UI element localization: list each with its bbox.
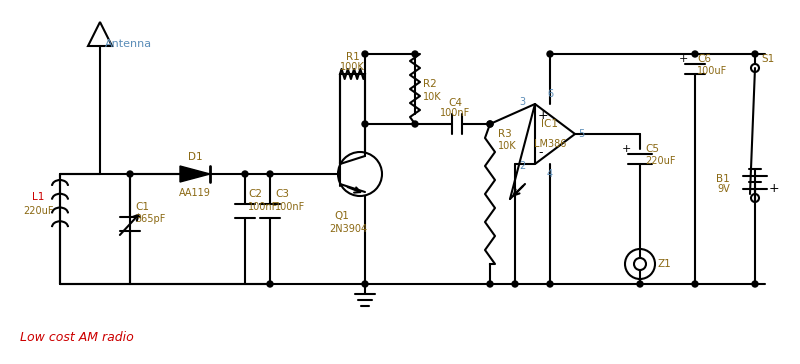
Circle shape — [242, 171, 248, 177]
Text: 4: 4 — [547, 169, 553, 179]
Text: +: + — [769, 182, 780, 195]
Text: 365pF: 365pF — [135, 214, 166, 224]
Circle shape — [637, 281, 643, 287]
Circle shape — [487, 121, 493, 127]
Circle shape — [362, 51, 368, 57]
Text: 220uF: 220uF — [22, 206, 54, 217]
Text: Low cost AM radio: Low cost AM radio — [20, 331, 134, 344]
Text: 3: 3 — [519, 97, 525, 107]
Circle shape — [362, 121, 368, 127]
Text: 100nF: 100nF — [248, 202, 278, 212]
Circle shape — [267, 171, 273, 177]
Text: +: + — [678, 54, 688, 64]
Circle shape — [412, 51, 418, 57]
Text: 6: 6 — [547, 89, 553, 99]
Text: B1: B1 — [716, 174, 730, 184]
Polygon shape — [180, 166, 210, 182]
Text: Z1: Z1 — [658, 259, 672, 269]
Text: Antenna: Antenna — [105, 39, 152, 49]
Text: 2N3904: 2N3904 — [329, 224, 367, 234]
Text: 10K: 10K — [423, 92, 442, 102]
Text: 100uF: 100uF — [697, 66, 727, 76]
Text: 10K: 10K — [498, 141, 517, 151]
Text: 2: 2 — [518, 161, 525, 171]
Text: +: + — [538, 109, 549, 122]
Text: S1: S1 — [761, 54, 774, 64]
Text: 100nF: 100nF — [440, 108, 470, 118]
Circle shape — [487, 121, 493, 127]
Circle shape — [362, 281, 368, 287]
Circle shape — [692, 281, 698, 287]
Text: AA119: AA119 — [179, 188, 211, 198]
Text: IC1: IC1 — [542, 119, 558, 129]
Circle shape — [547, 51, 553, 57]
Text: C6: C6 — [697, 54, 711, 64]
Text: R3: R3 — [498, 129, 512, 139]
Text: R1: R1 — [346, 52, 359, 62]
Text: C3: C3 — [275, 189, 289, 199]
Text: +: + — [622, 144, 630, 154]
Circle shape — [512, 281, 518, 287]
Circle shape — [487, 281, 493, 287]
Text: C2: C2 — [248, 189, 262, 199]
Text: C4: C4 — [448, 98, 462, 108]
Text: 5: 5 — [578, 129, 584, 139]
Text: C1: C1 — [135, 202, 149, 212]
Text: 100K: 100K — [340, 62, 365, 72]
Text: 100nF: 100nF — [275, 202, 306, 212]
Text: Q1: Q1 — [334, 211, 350, 221]
Text: D1: D1 — [188, 152, 202, 162]
Text: 9V: 9V — [718, 184, 730, 194]
Text: -: - — [538, 146, 542, 159]
Circle shape — [692, 51, 698, 57]
Text: L1: L1 — [32, 191, 44, 202]
Circle shape — [547, 281, 553, 287]
Text: LM386: LM386 — [534, 139, 566, 149]
Circle shape — [752, 51, 758, 57]
Text: 220uF: 220uF — [645, 156, 675, 166]
Text: R2: R2 — [423, 79, 437, 89]
Circle shape — [267, 281, 273, 287]
Circle shape — [412, 121, 418, 127]
Circle shape — [752, 281, 758, 287]
Circle shape — [127, 171, 133, 177]
Text: C5: C5 — [645, 144, 659, 154]
